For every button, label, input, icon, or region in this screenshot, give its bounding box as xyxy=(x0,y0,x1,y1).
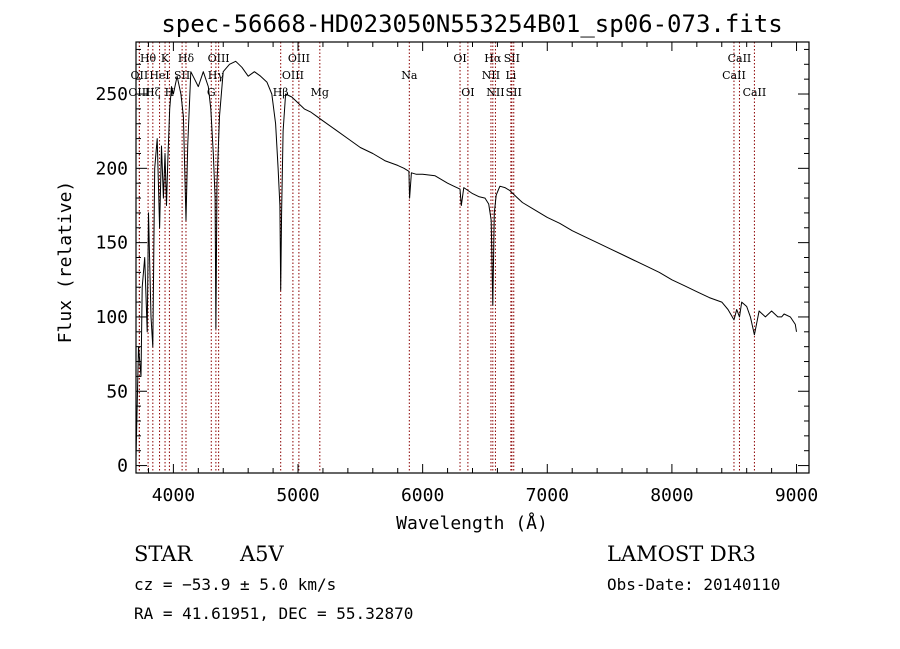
x-tick-label: 8000 xyxy=(650,485,693,506)
line-marker-label: Hθ xyxy=(140,52,157,65)
line-marker-label: HeI xyxy=(149,69,169,82)
line-marker-label: OIII xyxy=(282,69,304,82)
x-tick-label: 5000 xyxy=(276,485,319,506)
survey-name: LAMOST DR3 xyxy=(607,542,756,566)
line-marker-label: Na xyxy=(401,69,418,82)
x-tick-label: 7000 xyxy=(526,485,569,506)
plot-frame xyxy=(135,41,810,474)
line-marker-label: G xyxy=(207,86,216,99)
line-marker-label: OI xyxy=(461,86,474,99)
line-marker-label: CaII xyxy=(743,86,767,99)
y-axis-label: Flux (relative) xyxy=(55,181,76,344)
y-tick-label: 50 xyxy=(106,381,128,402)
line-marker-label: OIII xyxy=(208,52,230,65)
x-tick-label: 4000 xyxy=(152,485,195,506)
emission-line-markers: Hθ OII OIII K HeI Hζ Hδ SII H OIII Hγ G OIII OIII Hβ Mg… xyxy=(128,42,766,473)
line-marker-label: OIII xyxy=(288,52,310,65)
line-marker-label: Hδ xyxy=(178,52,195,65)
x-axis-ticks: 4000 5000 6000 7000 8000 9000 xyxy=(147,42,818,506)
object-class: STAR xyxy=(134,542,193,566)
chart-title: spec-56668-HD023050N553254B01_sp06-073.f… xyxy=(161,10,782,38)
line-marker-label: SII xyxy=(504,52,520,65)
line-marker-label: OI xyxy=(453,52,466,65)
y-tick-label: 250 xyxy=(95,84,128,105)
line-marker-label: Hγ xyxy=(208,69,225,82)
line-marker-label: NII xyxy=(486,86,504,99)
spectrum-series xyxy=(135,60,797,459)
y-tick-label: 0 xyxy=(117,456,128,477)
line-marker-label: Hα xyxy=(484,52,502,65)
observation-date: Obs-Date: 20140110 xyxy=(607,575,780,594)
line-marker-label: CaII xyxy=(722,69,746,82)
line-marker-label: OII xyxy=(131,69,149,82)
x-axis-label: Wavelength (Å) xyxy=(396,512,548,534)
line-marker-label: Hζ xyxy=(145,86,161,99)
x-tick-label: 9000 xyxy=(775,485,818,506)
line-marker-label: Hβ xyxy=(273,86,289,99)
y-tick-label: 100 xyxy=(95,307,128,328)
line-marker-label: OIII xyxy=(128,86,150,99)
x-tick-label: 6000 xyxy=(401,485,444,506)
radial-velocity: cz = −53.9 ± 5.0 km/s xyxy=(134,575,336,594)
line-marker-label: K xyxy=(161,52,170,65)
line-marker-label: Mg xyxy=(311,86,329,99)
line-marker-label: NII xyxy=(482,69,500,82)
spectral-subclass: A5V xyxy=(239,542,285,566)
y-axis-ticks: 0 50 100 150 200 250 xyxy=(95,48,809,477)
spectrum-line xyxy=(135,60,797,459)
line-marker-label: CaII xyxy=(728,52,752,65)
coordinates: RA = 41.61951, DEC = 55.32870 xyxy=(134,604,413,623)
line-marker-label: H xyxy=(165,86,175,99)
y-tick-label: 200 xyxy=(95,158,128,179)
y-tick-label: 150 xyxy=(95,233,128,254)
line-marker-label: Li xyxy=(505,69,516,82)
line-marker-label: SII xyxy=(506,86,522,99)
